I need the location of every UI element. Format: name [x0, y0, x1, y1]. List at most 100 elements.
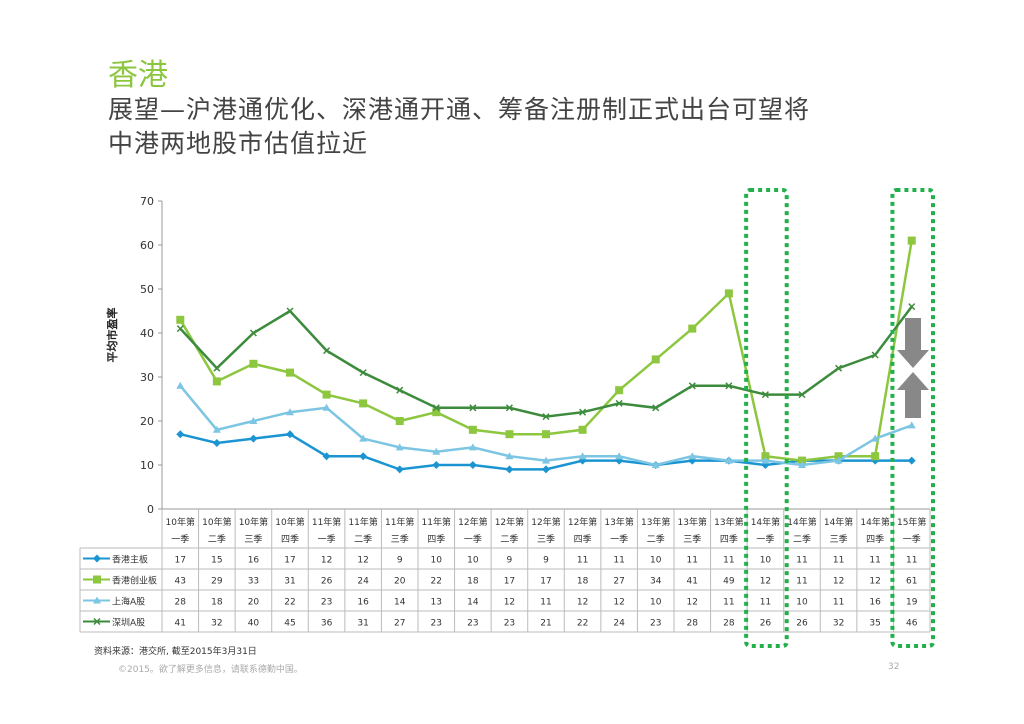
data-point	[688, 324, 697, 333]
table-cell: 10	[431, 556, 443, 566]
category-label: 四季	[427, 533, 445, 545]
category-label: 10年第	[275, 516, 304, 528]
y-tick-label: 40	[140, 327, 154, 340]
category-label: 四季	[720, 533, 738, 545]
table-cell: 24	[613, 619, 625, 629]
y-tick-label: 70	[140, 195, 154, 208]
data-point	[761, 452, 770, 461]
table-cell: 11	[723, 556, 734, 566]
table-cell: 11	[833, 556, 844, 566]
category-label: 10年第	[166, 516, 195, 528]
category-label: 三季	[830, 533, 848, 545]
category-label: 一季	[610, 533, 628, 545]
table-cell: 10	[796, 598, 808, 608]
category-label: 11年第	[422, 516, 451, 528]
table-cell: 18	[577, 577, 589, 587]
table-cell: 17	[175, 556, 186, 566]
data-point	[542, 430, 550, 439]
category-label: 15年第	[897, 516, 926, 528]
data-point	[323, 347, 331, 355]
data-point	[688, 382, 696, 390]
table-cell: 9	[543, 556, 549, 566]
table-cell: 46	[906, 619, 918, 629]
category-label: 14年第	[751, 516, 780, 528]
table-cell: 28	[175, 598, 187, 608]
table-cell: 31	[357, 619, 368, 629]
table-cell: 13	[431, 598, 442, 608]
data-point	[249, 329, 257, 337]
table-cell: 9	[397, 556, 403, 566]
data-point	[469, 404, 477, 412]
category-label: 12年第	[458, 516, 487, 528]
data-point	[871, 434, 880, 442]
subtitle-line-1: 展望—沪港通优化、深港通开通、筹备注册制正式出台可望将	[108, 95, 811, 124]
up-arrow-icon	[897, 372, 929, 418]
data-point	[359, 452, 368, 461]
legend-label: 香港创业板	[112, 575, 157, 587]
table-cell: 11	[540, 598, 551, 608]
data-point	[542, 413, 550, 421]
subtitle-line-2: 中港两地股市估值拉近	[108, 129, 369, 158]
data-point	[615, 452, 624, 460]
table-cell: 11	[687, 556, 698, 566]
data-point	[578, 452, 587, 460]
data-point	[176, 430, 185, 439]
table-cell: 31	[284, 577, 295, 587]
table-cell: 10	[650, 598, 662, 608]
source-note: 资料来源：港交所, 截至2015年3月31日	[94, 647, 257, 657]
table-cell: 27	[613, 577, 624, 587]
category-label: 10年第	[239, 516, 268, 528]
y-tick-label: 0	[147, 503, 154, 516]
data-point	[542, 456, 550, 464]
table-cell: 20	[394, 577, 406, 587]
data-point	[322, 452, 331, 461]
category-label: 三季	[537, 533, 555, 545]
category-label: 12年第	[568, 516, 597, 528]
legend-label: 上海A股	[112, 596, 145, 608]
table-cell: 11	[796, 577, 807, 587]
table-cell: 12	[869, 577, 880, 587]
table-cell: 16	[248, 556, 260, 566]
data-point	[798, 456, 806, 465]
data-point	[176, 325, 184, 333]
table-cell: 18	[467, 577, 479, 587]
data-point	[871, 452, 880, 461]
data-point	[432, 408, 441, 417]
data-point	[286, 368, 294, 377]
data-point	[761, 391, 769, 399]
series-line-上海A股	[179, 385, 913, 467]
table-cell: 11	[613, 556, 624, 566]
category-label: 一季	[464, 533, 482, 545]
data-point	[798, 461, 806, 468]
category-label: 三季	[683, 533, 701, 545]
data-point	[907, 456, 916, 465]
category-label: 13年第	[678, 516, 707, 528]
table-cell: 9	[507, 556, 513, 566]
table-cell: 11	[760, 598, 771, 608]
category-label: 二季	[793, 533, 811, 545]
table-cell: 35	[869, 619, 880, 629]
y-tick-label: 20	[140, 415, 154, 428]
data-point	[212, 425, 221, 433]
table-cell: 29	[211, 577, 223, 587]
data-point	[176, 381, 185, 389]
data-point	[395, 417, 404, 425]
category-label: 14年第	[860, 516, 889, 528]
category-label: 四季	[574, 533, 592, 545]
table-cell: 41	[687, 577, 698, 587]
data-point	[249, 434, 258, 443]
table-cell: 23	[504, 619, 515, 629]
category-label: 四季	[281, 533, 299, 545]
category-label: 二季	[208, 533, 226, 545]
down-arrow-icon	[897, 318, 929, 368]
category-label: 11年第	[348, 516, 377, 528]
y-tick-label: 30	[140, 371, 154, 384]
legend-marker	[93, 575, 101, 584]
table-cell: 61	[906, 577, 917, 587]
table-cell: 12	[613, 598, 624, 608]
data-point	[432, 461, 441, 469]
y-tick-label: 10	[140, 459, 154, 472]
table-cell: 45	[284, 619, 295, 629]
table-cell: 12	[357, 556, 368, 566]
